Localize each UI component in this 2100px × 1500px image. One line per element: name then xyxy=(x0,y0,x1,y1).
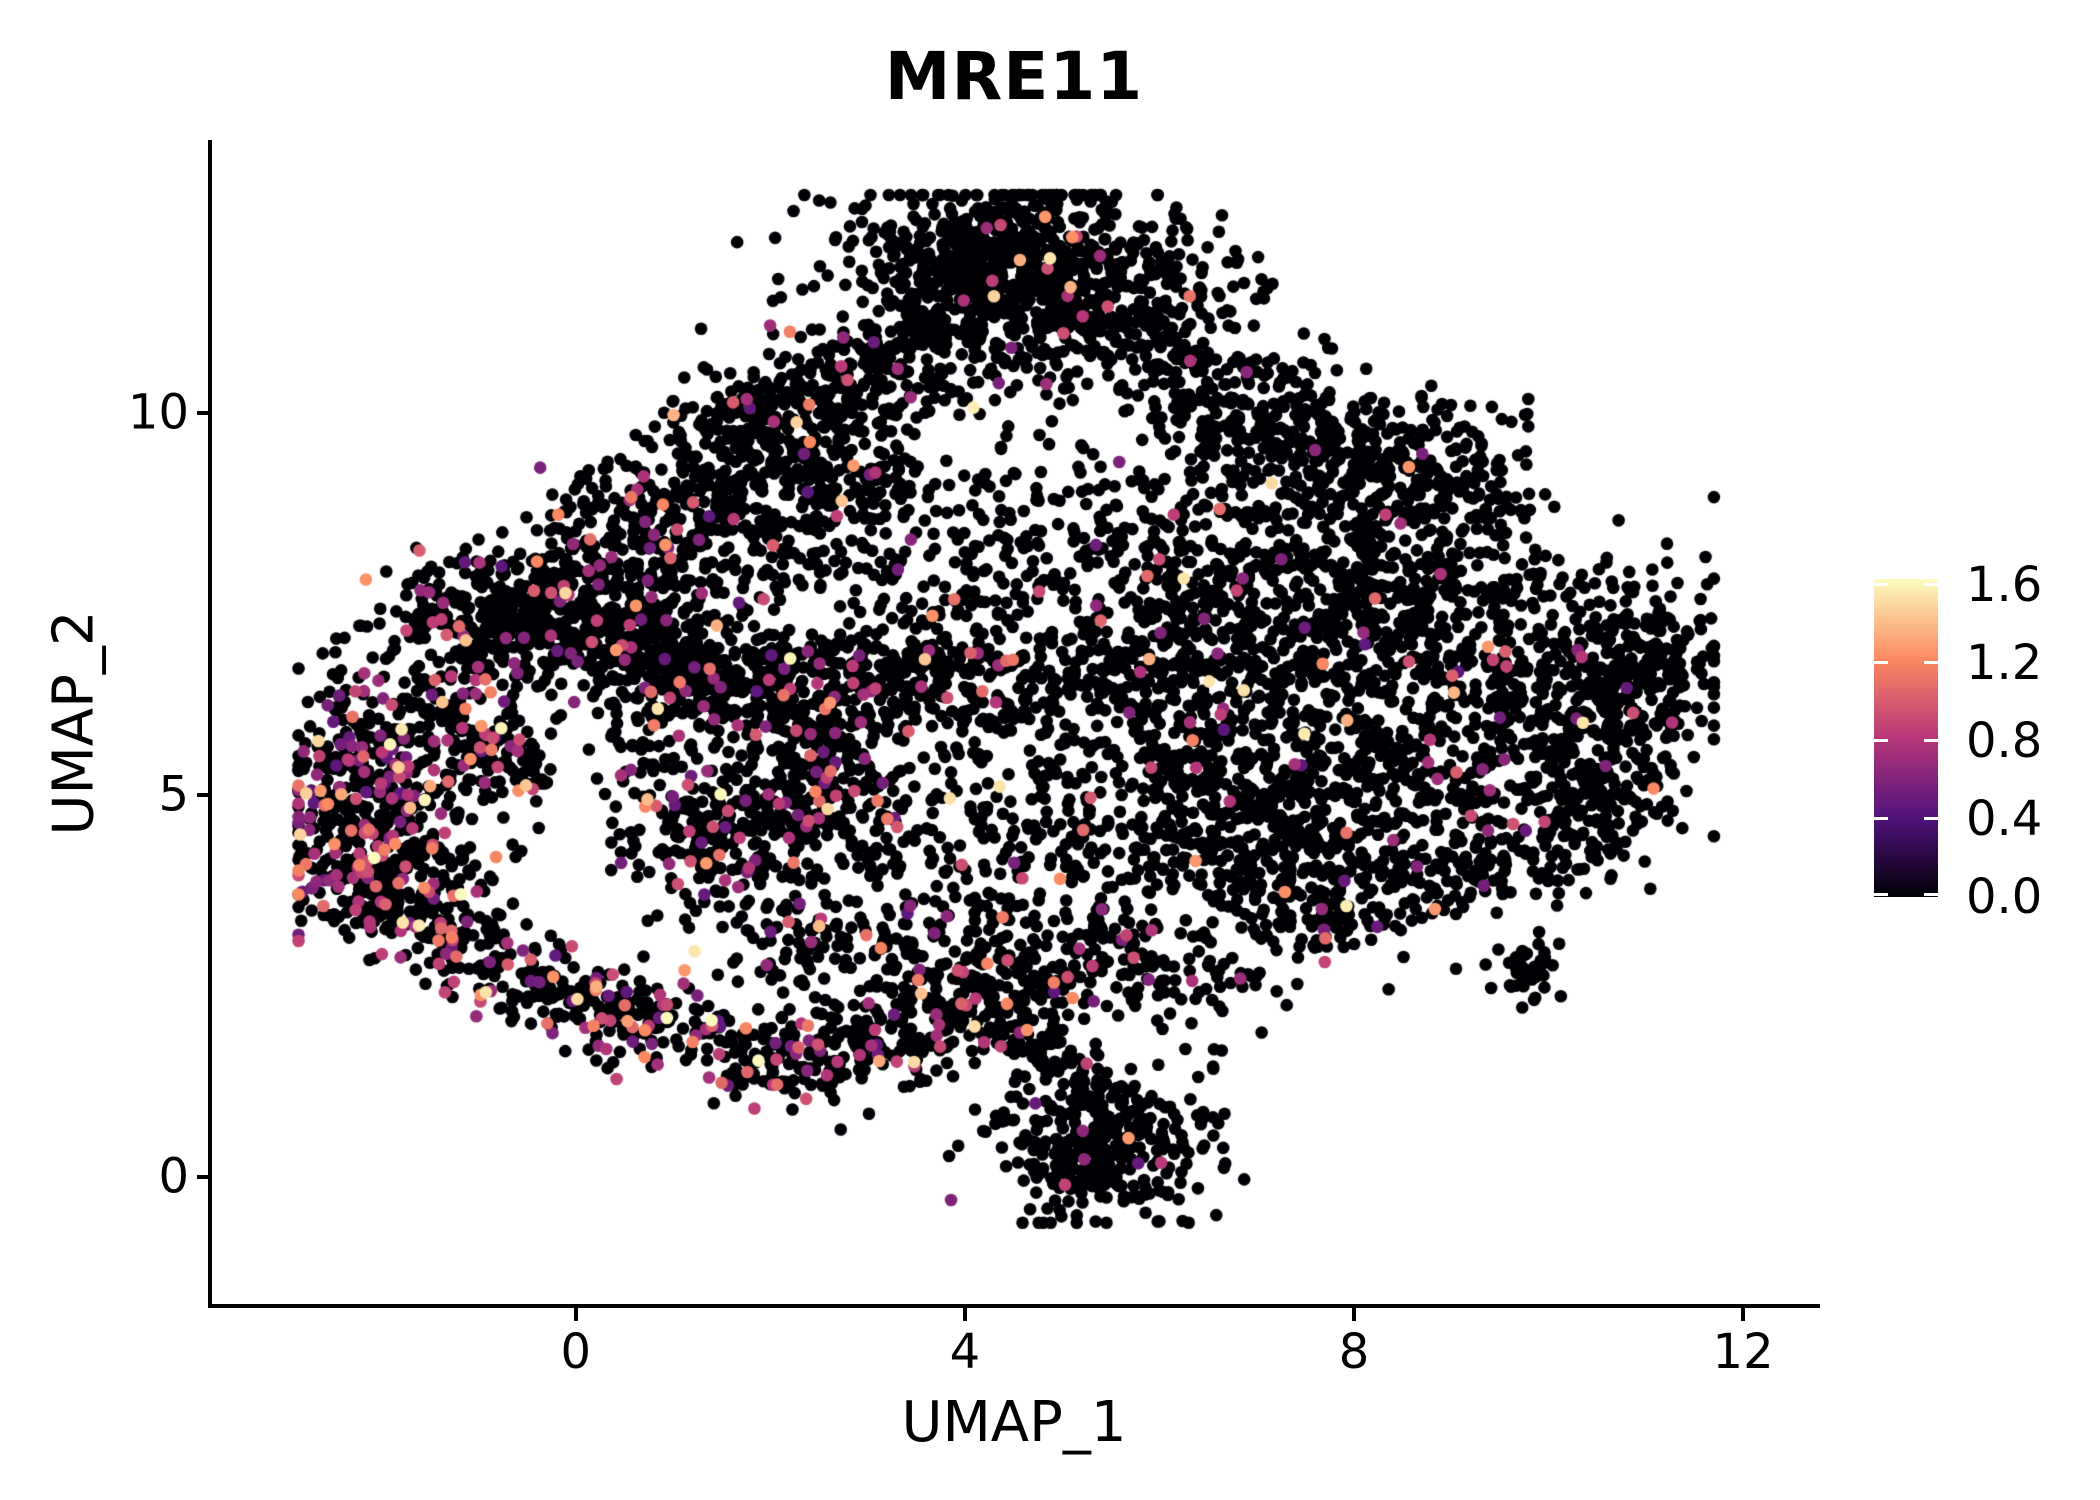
x-axis-line xyxy=(208,1304,1820,1308)
x-tick-label: 0 xyxy=(560,1324,592,1380)
x-tick-mark xyxy=(962,1308,967,1321)
colorbar-gradient xyxy=(1874,579,1938,897)
y-tick-label: 10 xyxy=(127,384,189,441)
colorbar-tick-mark xyxy=(1874,892,1888,896)
y-axis-title: UMAP_2 xyxy=(41,610,107,836)
colorbar-tick-label: 0.0 xyxy=(1966,869,2043,925)
x-tick-label: 4 xyxy=(949,1324,981,1380)
colorbar-tick-mark xyxy=(1924,817,1938,821)
colorbar-tick-mark xyxy=(1924,661,1938,665)
x-tick-mark xyxy=(573,1308,578,1321)
colorbar-tick-mark xyxy=(1874,817,1888,821)
y-axis-line xyxy=(208,140,212,1306)
x-tick-mark xyxy=(1351,1308,1356,1321)
y-tick-label: 0 xyxy=(158,1148,189,1205)
x-tick-label: 12 xyxy=(1712,1324,1774,1380)
y-tick-mark xyxy=(197,1174,209,1179)
y-tick-mark xyxy=(197,792,209,797)
colorbar-tick-mark xyxy=(1874,661,1888,665)
x-axis-title: UMAP_1 xyxy=(901,1390,1127,1455)
colorbar-tick-mark xyxy=(1874,739,1888,743)
colorbar-tick-mark xyxy=(1874,583,1888,587)
colorbar-tick-label: 1.2 xyxy=(1966,634,2043,691)
colorbar-tick-mark xyxy=(1924,583,1938,587)
colorbar-tick-mark xyxy=(1924,892,1938,896)
x-tick-label: 8 xyxy=(1338,1324,1370,1380)
y-tick-mark xyxy=(197,410,209,415)
colorbar-tick-label: 0.4 xyxy=(1966,790,2043,847)
y-tick-label: 5 xyxy=(158,766,189,823)
colorbar-tick-label: 0.8 xyxy=(1966,712,2043,769)
x-tick-mark xyxy=(1741,1308,1746,1321)
colorbar-tick-mark xyxy=(1924,739,1938,743)
colorbar-tick-label: 1.6 xyxy=(1966,556,2043,613)
